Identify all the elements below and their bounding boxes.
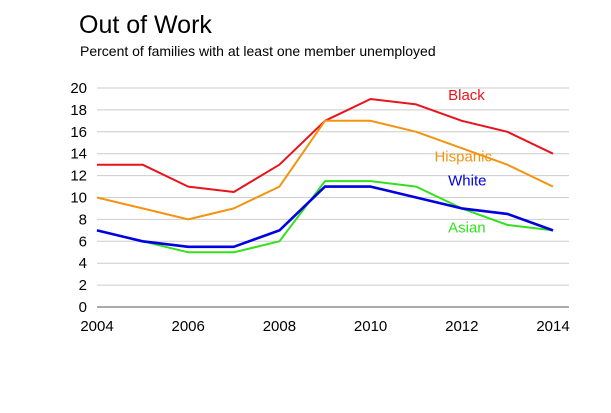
x-tick-label: 2010 [354, 318, 387, 335]
y-tick-label: 0 [79, 299, 87, 316]
x-tick-label: 2014 [536, 318, 569, 335]
x-tick-label: 2012 [445, 318, 478, 335]
y-tick-label: 4 [79, 255, 87, 272]
y-tick-label: 12 [70, 168, 87, 185]
series-label-black: Black [448, 87, 485, 104]
chart-subtitle: Percent of families with at least one me… [80, 43, 436, 59]
series-label-hispanic: Hispanic [434, 148, 492, 165]
series-line-white [96, 185, 554, 249]
y-tick-label: 6 [79, 233, 87, 250]
y-tick-label: 10 [70, 190, 87, 207]
y-tick-label: 16 [70, 124, 87, 141]
y-axis-ticks: 0 2 4 6 8 10 12 14 16 18 20 [70, 80, 87, 316]
series-line-hispanic [96, 119, 554, 221]
series-labels: Black Hispanic White Asian [434, 87, 492, 236]
series-label-white: White [448, 172, 486, 189]
x-axis-ticks: 2004 2006 2008 2010 2012 2014 [80, 318, 569, 335]
x-tick-label: 2006 [172, 318, 205, 335]
series-line-asian [96, 180, 554, 254]
y-tick-label: 18 [70, 102, 87, 119]
series-lines [96, 98, 554, 254]
y-tick-label: 20 [70, 80, 87, 97]
y-tick-label: 14 [70, 146, 87, 163]
series-label-asian: Asian [448, 220, 486, 237]
x-tick-label: 2004 [80, 318, 113, 335]
chart-title: Out of Work [79, 11, 212, 39]
x-tick-label: 2008 [263, 318, 296, 335]
grid-lines [97, 87, 569, 308]
y-tick-label: 2 [79, 277, 87, 294]
y-tick-label: 8 [79, 211, 87, 228]
